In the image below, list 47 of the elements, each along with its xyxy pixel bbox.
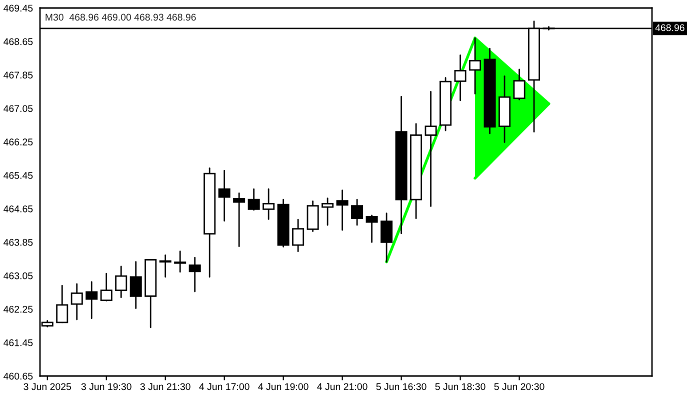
x-tick-label: 4 Jun 21:00 [317,383,368,390]
x-tick-label: 4 Jun 19:00 [258,383,308,390]
ref-line-label: 468.96 [655,24,684,32]
candlestick [469,37,482,94]
x-tick-label: 3 Jun 19:30 [81,383,132,390]
x-tick-label: 3 Jun 2025 [24,383,72,390]
y-tick-label: 463.85 [4,238,33,246]
x-tick-label: 3 Jun 21:30 [140,383,190,390]
candlestick [56,284,68,324]
candlestick [159,254,172,278]
candlestick [322,198,334,226]
x-tick-label: 5 Jun 16:30 [376,383,426,390]
y-tick-label: 460.65 [4,372,33,380]
candlestick [380,212,393,263]
candlestick [513,68,526,100]
candlestick [174,250,186,273]
candlestick [424,90,437,207]
candlestick [86,281,98,319]
candlestick [262,188,275,220]
y-tick-label: 469.45 [4,4,33,12]
candlestick [306,200,319,232]
candlestick [218,170,230,222]
y-tick-label: 463.05 [4,272,33,280]
candlestick [292,218,304,252]
candlestick [248,188,260,211]
candlestick [100,272,112,302]
x-tick-label: 5 Jun 20:30 [494,383,544,390]
candlestick [130,261,142,309]
candlestick [188,256,201,292]
y-tick-label: 462.25 [4,306,33,313]
candlestick [233,192,246,248]
candlestick [336,190,348,231]
y-tick-label: 464.65 [4,205,33,212]
candlestick [70,283,83,320]
candlestick [454,54,466,102]
y-tick-label: 461.45 [4,339,33,346]
y-tick-label: 468.65 [4,38,33,46]
candlestick [351,198,364,226]
y-tick-label: 465.45 [4,172,33,179]
y-tick-label: 466.25 [4,138,33,146]
candlestick [115,266,128,298]
y-tick-label: 467.05 [4,105,33,112]
x-tick-label: 4 Jun 17:00 [199,383,250,390]
candlestick [366,214,378,243]
y-tick-label: 467.85 [4,72,33,79]
chart-title: M30 468.96 469.00 468.93 468.96 [46,14,196,21]
x-tick-label: 5 Jun 18:30 [435,383,486,390]
